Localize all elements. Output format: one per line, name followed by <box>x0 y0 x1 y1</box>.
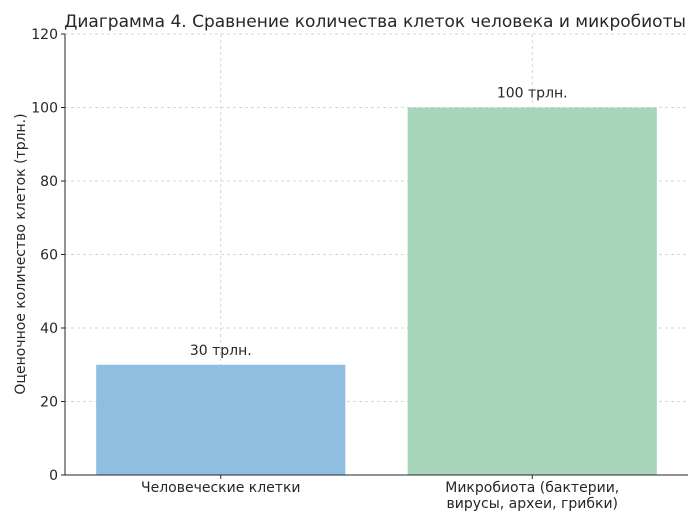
bar-0 <box>96 364 346 475</box>
y-tick-label-0: 0 <box>49 468 58 484</box>
data-label-1: 100 трлн. <box>497 86 568 102</box>
y-tick-label-100: 100 <box>31 101 58 117</box>
y-tick-label-120: 120 <box>31 27 58 43</box>
bar-1 <box>407 107 657 475</box>
y-tick-label-60: 60 <box>40 248 58 264</box>
y-tick-label-20: 20 <box>40 395 58 411</box>
chart-title: Диаграмма 4. Сравнение количества клеток… <box>64 12 686 32</box>
bars <box>96 107 657 475</box>
y-tick-label-40: 40 <box>40 321 58 337</box>
y-axis-label: Оценочное количество клеток (трлн.) <box>13 113 29 394</box>
x-ticks: Человеческие клетки Микробиота (бактерии,… <box>141 475 619 512</box>
x-tick-label-1-0: Микробиота (бактерии, <box>445 480 619 496</box>
y-tick-label-80: 80 <box>40 174 58 190</box>
x-tick-label-1-1: вирусы, археи, грибки) <box>446 496 618 512</box>
data-labels: 30 трлн. 100 трлн. <box>190 86 568 359</box>
data-label-0: 30 трлн. <box>190 343 252 359</box>
x-tick-label-0-0: Человеческие клетки <box>141 480 301 496</box>
y-ticks: 0 20 40 60 80 100 120 <box>31 27 65 484</box>
